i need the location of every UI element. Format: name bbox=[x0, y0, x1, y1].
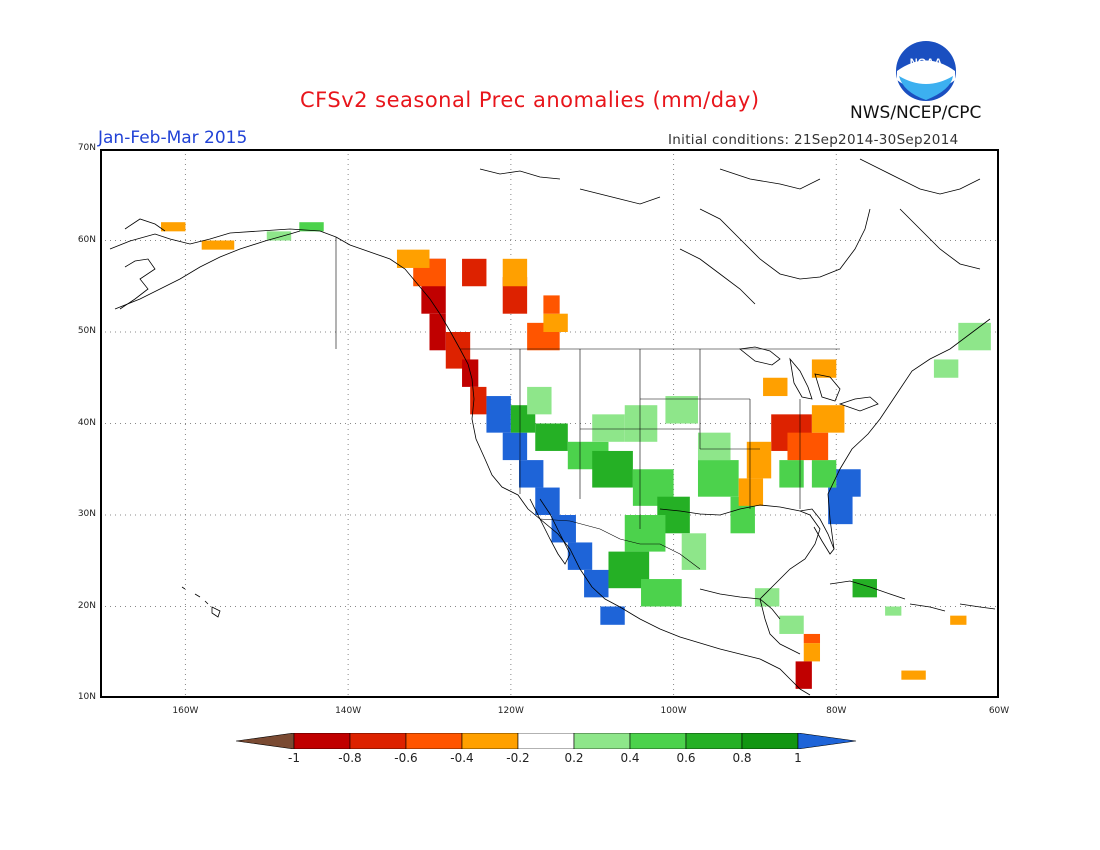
lat-label: 50N bbox=[77, 326, 96, 336]
agency-label: NWS/NCEP/CPC bbox=[850, 103, 982, 123]
colorbar-segment bbox=[517, 733, 575, 749]
anomaly-cell bbox=[584, 569, 609, 598]
anomaly-cell bbox=[811, 460, 837, 488]
anomaly-cell bbox=[933, 359, 959, 378]
anomaly-cell bbox=[697, 432, 731, 461]
anomaly-cell bbox=[600, 606, 625, 625]
lon-label: 140W bbox=[335, 706, 362, 716]
anomaly-cell bbox=[462, 258, 487, 287]
anomaly-cell bbox=[697, 460, 739, 497]
anomaly-cell bbox=[470, 386, 487, 415]
anomaly-cell bbox=[779, 615, 804, 634]
colorbar-label: -0.6 bbox=[394, 751, 418, 765]
anomaly-cell bbox=[681, 533, 707, 570]
anomaly-cell bbox=[299, 222, 324, 232]
lon-label: 100W bbox=[660, 706, 687, 716]
colorbar-segment bbox=[797, 733, 857, 749]
anomaly-cells bbox=[161, 222, 991, 689]
colorbar-label: -0.4 bbox=[450, 751, 474, 765]
anomaly-cell bbox=[592, 450, 633, 488]
lon-label: 80W bbox=[826, 706, 847, 716]
anomaly-cell bbox=[779, 460, 804, 488]
lat-label: 70N bbox=[77, 143, 96, 153]
colorbar-segment bbox=[685, 733, 743, 749]
anomaly-cell bbox=[161, 222, 186, 232]
lon-label: 60W bbox=[988, 706, 1010, 716]
colorbar-segment bbox=[236, 733, 295, 749]
coastlines bbox=[109, 158, 996, 696]
anomaly-cell bbox=[502, 432, 528, 461]
anomaly-cell bbox=[811, 405, 845, 433]
anomaly-cell bbox=[950, 615, 967, 625]
anomaly-cell bbox=[527, 386, 552, 415]
colorbar-segment bbox=[573, 733, 631, 749]
period-label: Jan-Feb-Mar 2015 bbox=[98, 128, 248, 148]
lat-label: 20N bbox=[77, 600, 96, 611]
colorbar-label: -0.2 bbox=[506, 751, 530, 765]
colorbar-segment bbox=[293, 733, 351, 749]
colorbar-segment bbox=[405, 733, 463, 749]
anomaly-cell bbox=[787, 432, 829, 461]
lat-label: 30N bbox=[77, 509, 96, 519]
colorbar-label: 0.2 bbox=[564, 751, 584, 765]
anomaly-cell bbox=[535, 423, 568, 451]
lon-label: 160W bbox=[172, 706, 199, 716]
colorbar-label: 1 bbox=[794, 751, 802, 765]
anomaly-cell bbox=[518, 460, 544, 488]
colorbar-label: 0.8 bbox=[732, 751, 752, 765]
anomaly-map bbox=[100, 149, 999, 698]
anomaly-cell bbox=[543, 295, 560, 314]
map-frame bbox=[100, 149, 999, 698]
colorbar-segment bbox=[629, 733, 687, 749]
anomaly-cell bbox=[567, 542, 593, 570]
anomaly-cell bbox=[665, 396, 698, 424]
anomaly-cell bbox=[795, 661, 812, 689]
political-borders bbox=[335, 237, 840, 570]
noaa-logo: NOAA bbox=[895, 40, 957, 102]
anomaly-cell bbox=[429, 313, 446, 351]
anomaly-cell bbox=[738, 478, 764, 506]
anomaly-cell bbox=[763, 377, 788, 397]
anomaly-cell bbox=[592, 414, 625, 442]
anomaly-cell bbox=[543, 313, 568, 332]
anomaly-cell bbox=[811, 359, 837, 378]
colorbar-label: -0.8 bbox=[338, 751, 362, 765]
initial-conditions-label: Initial conditions: 21Sep2014-30Sep2014 bbox=[668, 132, 959, 148]
colorbar-segment bbox=[349, 733, 407, 749]
anomaly-cell bbox=[958, 322, 991, 351]
anomaly-cell bbox=[624, 515, 666, 552]
anomaly-cell bbox=[486, 396, 511, 433]
anomaly-cell bbox=[201, 240, 235, 250]
anomaly-cell bbox=[624, 405, 658, 442]
colorbar-segment bbox=[741, 733, 799, 749]
svg-text:NOAA: NOAA bbox=[910, 57, 942, 69]
chart-title: CFSv2 seasonal Prec anomalies (mm/day) bbox=[300, 88, 760, 112]
anomaly-cell bbox=[502, 258, 528, 287]
anomaly-cell bbox=[746, 441, 772, 479]
colorbar bbox=[236, 733, 857, 749]
colorbar-label: 0.6 bbox=[676, 751, 696, 765]
anomaly-cell bbox=[836, 469, 861, 497]
lon-label: 120W bbox=[497, 706, 524, 716]
lat-label: 60N bbox=[77, 234, 96, 245]
anomaly-cell bbox=[551, 515, 576, 543]
lat-label: 40N bbox=[77, 417, 96, 428]
anomaly-cell bbox=[803, 633, 821, 644]
anomaly-cell bbox=[266, 231, 292, 241]
anomaly-cell bbox=[885, 606, 902, 616]
anomaly-cell bbox=[803, 643, 821, 662]
lat-label: 10N bbox=[77, 692, 96, 702]
anomaly-cell bbox=[901, 670, 926, 680]
colorbar-label: 0.4 bbox=[620, 751, 640, 765]
anomaly-cell bbox=[396, 249, 430, 268]
colorbar-label: -1 bbox=[288, 751, 300, 765]
colorbar-segment bbox=[461, 733, 519, 749]
anomaly-cell bbox=[641, 579, 682, 607]
